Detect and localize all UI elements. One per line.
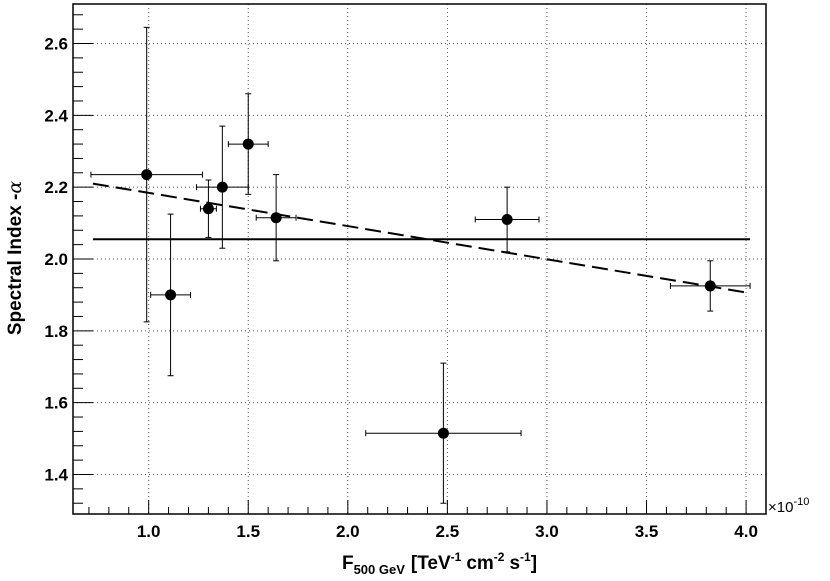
x-tick-label: 4.0	[734, 522, 758, 541]
y-tick-label: 1.4	[44, 465, 68, 484]
y-tick-label: 2.2	[44, 178, 68, 197]
fit-layer	[92, 182, 751, 295]
linear-fit-line	[92, 182, 751, 295]
x-axis-title: F500 GeV [TeV-1 cm-2 s-1]	[342, 550, 537, 577]
x-axis-title-subscript: 500 GeV	[354, 562, 406, 577]
x-axis-title-base: F	[342, 553, 354, 574]
y-axis-title-text: Spectral Index -	[5, 194, 26, 336]
y-tick-label: 1.6	[44, 394, 68, 413]
x-axis-exponent-prefix: ×10	[768, 499, 793, 516]
x-tick-label: 3.5	[635, 522, 659, 541]
x-tick-label: 1.0	[137, 522, 161, 541]
y-axis-title: Spectral Index -α	[4, 181, 26, 336]
data-point	[141, 169, 153, 181]
x-axis-exponent: ×10-10	[768, 496, 809, 516]
data-point	[165, 289, 177, 301]
data-point	[216, 181, 228, 193]
data-point	[704, 280, 716, 292]
y-axis-title-symbol: α	[4, 181, 26, 194]
data-point	[437, 427, 449, 439]
y-tick-label: 2.4	[44, 106, 68, 125]
y-tick-label: 1.8	[44, 322, 68, 341]
x-axis-title-text3: s	[509, 553, 520, 574]
x-axis-title-text4: ]	[531, 553, 537, 574]
points-layer	[90, 26, 751, 504]
y-tick-label: 2.6	[44, 35, 68, 54]
x-axis-title-sup3: -1	[520, 550, 531, 564]
x-tick-label: 1.5	[236, 522, 260, 541]
x-tick-label: 2.0	[336, 522, 360, 541]
x-axis-title-sup1: -1	[451, 550, 462, 564]
x-tick-label: 2.5	[436, 522, 460, 541]
x-axis-title-sup2: -2	[494, 550, 505, 564]
data-point	[242, 138, 254, 150]
ticks-layer: 1.0 1.5 2.0 2.5 3.0 3.5 4.0 1.4 1.6 1.8 2.0 2.2 2.4 2…	[44, 14, 767, 541]
data-point	[202, 203, 214, 215]
x-axis-title-text2: cm	[466, 553, 493, 574]
x-axis-title-text: [TeV	[411, 553, 451, 574]
grid-layer	[73, 4, 766, 514]
data-point	[501, 213, 513, 225]
y-tick-label: 2.0	[44, 250, 68, 269]
x-axis-exponent-power: -10	[793, 496, 809, 508]
x-tick-label: 3.0	[535, 522, 559, 541]
data-point	[270, 212, 282, 224]
